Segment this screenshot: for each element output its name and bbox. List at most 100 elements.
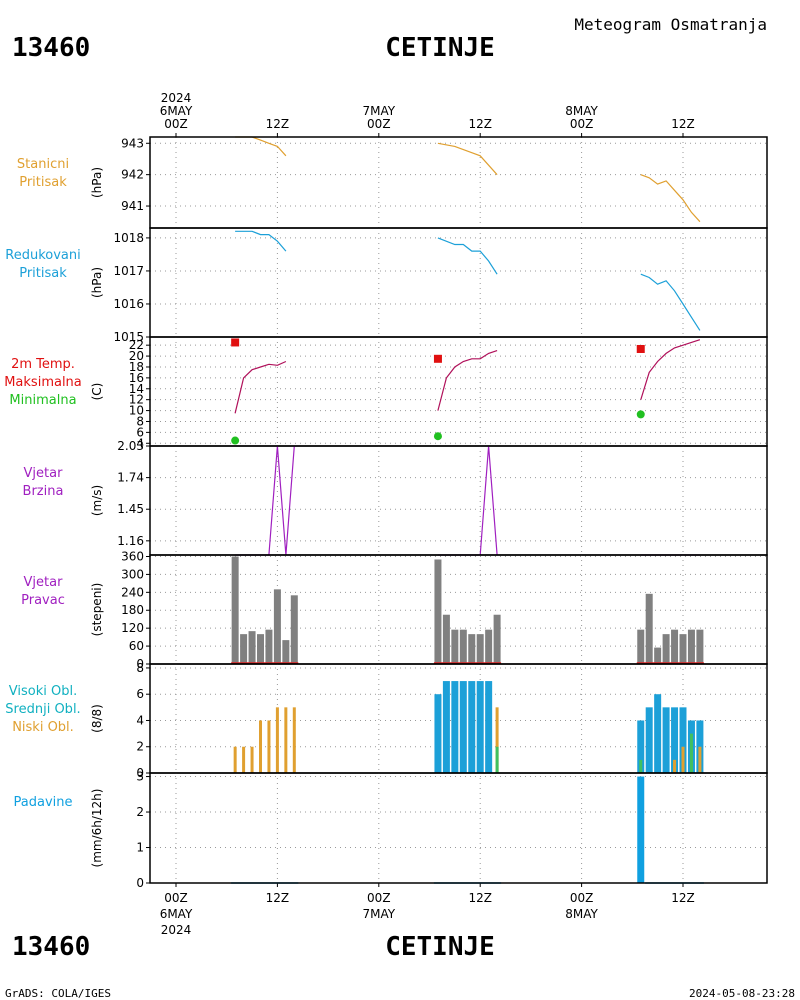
y-tick-label: 1016	[113, 297, 144, 311]
low-cloud-bar	[681, 746, 685, 773]
y-tick-label: 60	[129, 639, 144, 653]
y-tick-label: 943	[121, 136, 144, 150]
high-cloud-bar	[468, 681, 476, 773]
wind-dir-bar	[696, 629, 704, 664]
high-cloud-bar	[442, 681, 450, 773]
wind-dir-bar	[468, 634, 476, 664]
time-label-bottom: 6MAY	[160, 907, 193, 921]
panel-title: Visoki Obl.	[9, 684, 77, 699]
time-label-bottom: 12Z	[266, 891, 290, 905]
time-label-top: 7MAY	[362, 104, 395, 118]
high-cloud-bar	[637, 720, 645, 773]
wind-dir-bar	[485, 629, 493, 664]
wind-dir-bar	[476, 634, 484, 664]
wind-dir-bar	[282, 640, 290, 664]
wind-dir-bar	[654, 647, 662, 664]
panel-frame	[149, 336, 768, 447]
panel-title: 2m Temp.	[11, 357, 75, 372]
y-tick-label: 300	[121, 567, 144, 581]
series-line	[235, 230, 287, 252]
y-tick-label: 6	[136, 425, 144, 439]
precip-bar	[637, 776, 645, 883]
tmin-marker	[231, 436, 240, 445]
time-label-bottom: 8MAY	[565, 907, 598, 921]
low-cloud-bar	[267, 720, 271, 773]
y-tick-label: 20	[129, 349, 144, 363]
time-label-top: 2024	[161, 91, 192, 105]
panel-title: Pritisak	[19, 175, 67, 190]
wind-dir-bar	[257, 634, 264, 664]
y-tick-label: 14	[129, 382, 144, 396]
unit-label: (hPa)	[90, 167, 104, 198]
y-tick-label: 120	[121, 621, 144, 635]
y-tick-label: 6	[136, 687, 144, 701]
panel-precipitation: 0 1 2 3 (mm/6h/12h) Padavine	[14, 770, 768, 890]
footer-timestamp: 2024-05-08-23:28	[689, 987, 795, 1000]
panel-title: Pritisak	[19, 266, 67, 281]
high-cloud-bar	[654, 694, 662, 773]
wind-dir-bar	[265, 629, 273, 664]
high-cloud-bar	[662, 707, 670, 773]
high-cloud-bar	[485, 681, 493, 773]
series-line	[234, 360, 287, 414]
high-cloud-bar	[679, 707, 687, 773]
time-label-bottom: 7MAY	[362, 907, 395, 921]
y-tick-label: 8	[136, 414, 144, 428]
wind-dir-bar	[248, 631, 256, 664]
meteogram-title: Meteogram Osmatranja	[574, 15, 767, 34]
panel-frame	[149, 445, 768, 556]
low-cloud-bar	[233, 746, 237, 773]
series-line	[640, 273, 701, 331]
wind-dir-bar	[290, 595, 298, 664]
panel-title: Niski Obl.	[12, 720, 74, 735]
wind-dir-bar	[671, 629, 679, 664]
wind-dir-bar	[493, 614, 501, 664]
y-tick-label: 22	[129, 338, 144, 352]
mid-cloud-bar	[639, 759, 643, 773]
low-cloud-bar	[275, 707, 279, 773]
low-cloud-bar	[292, 707, 296, 773]
y-tick-label: 2	[136, 740, 144, 754]
time-label-top: 12Z	[468, 117, 492, 131]
time-label-top: 00Z	[570, 117, 594, 131]
panel-title: Srednji Obl.	[5, 702, 80, 717]
time-label-top: 00Z	[164, 117, 188, 131]
panel-frame	[149, 136, 768, 229]
y-tick-label: 1.74	[117, 471, 144, 485]
mid-cloud-bar	[689, 733, 693, 773]
time-label-top: 12Z	[266, 117, 290, 131]
y-tick-label: 0	[136, 876, 144, 890]
low-cloud-bar	[698, 746, 702, 773]
time-label-bottom: 00Z	[164, 891, 188, 905]
time-label-top: 6MAY	[160, 104, 193, 118]
y-tick-label: 16	[129, 371, 144, 385]
wind-dir-bar	[645, 593, 653, 664]
time-label-bottom: 2024	[161, 923, 192, 937]
low-cloud-bar	[673, 759, 677, 773]
panel-title: Brzina	[23, 484, 64, 499]
y-tick-label: 360	[121, 549, 144, 563]
tmin-marker	[433, 432, 442, 441]
y-tick-label: 8	[136, 661, 144, 675]
series-line	[235, 136, 287, 157]
y-tick-label: 180	[121, 603, 144, 617]
panel-wind_direction: 0 60 120 180 240 300 360 (stepeni) Vjetar Pravac	[21, 549, 768, 671]
y-tick-label: 1.16	[117, 534, 144, 548]
time-label-bottom: 00Z	[570, 891, 594, 905]
high-cloud-bar	[434, 694, 442, 773]
y-tick-label: 18	[129, 360, 144, 374]
tmax-marker	[636, 344, 645, 353]
unit-label: (m/s)	[90, 485, 104, 516]
mid-cloud-bar	[495, 746, 499, 773]
wind-dir-bar	[434, 559, 442, 664]
time-label-top: 8MAY	[565, 104, 598, 118]
panel-title: Minimalna	[9, 393, 76, 408]
y-tick-label: 2.03	[117, 439, 144, 453]
unit-label: (hPa)	[90, 267, 104, 298]
station-name-bottom: CETINJE	[385, 932, 495, 962]
panel-title: Redukovani	[5, 248, 80, 263]
high-cloud-bar	[645, 707, 653, 773]
series-line	[437, 445, 498, 556]
